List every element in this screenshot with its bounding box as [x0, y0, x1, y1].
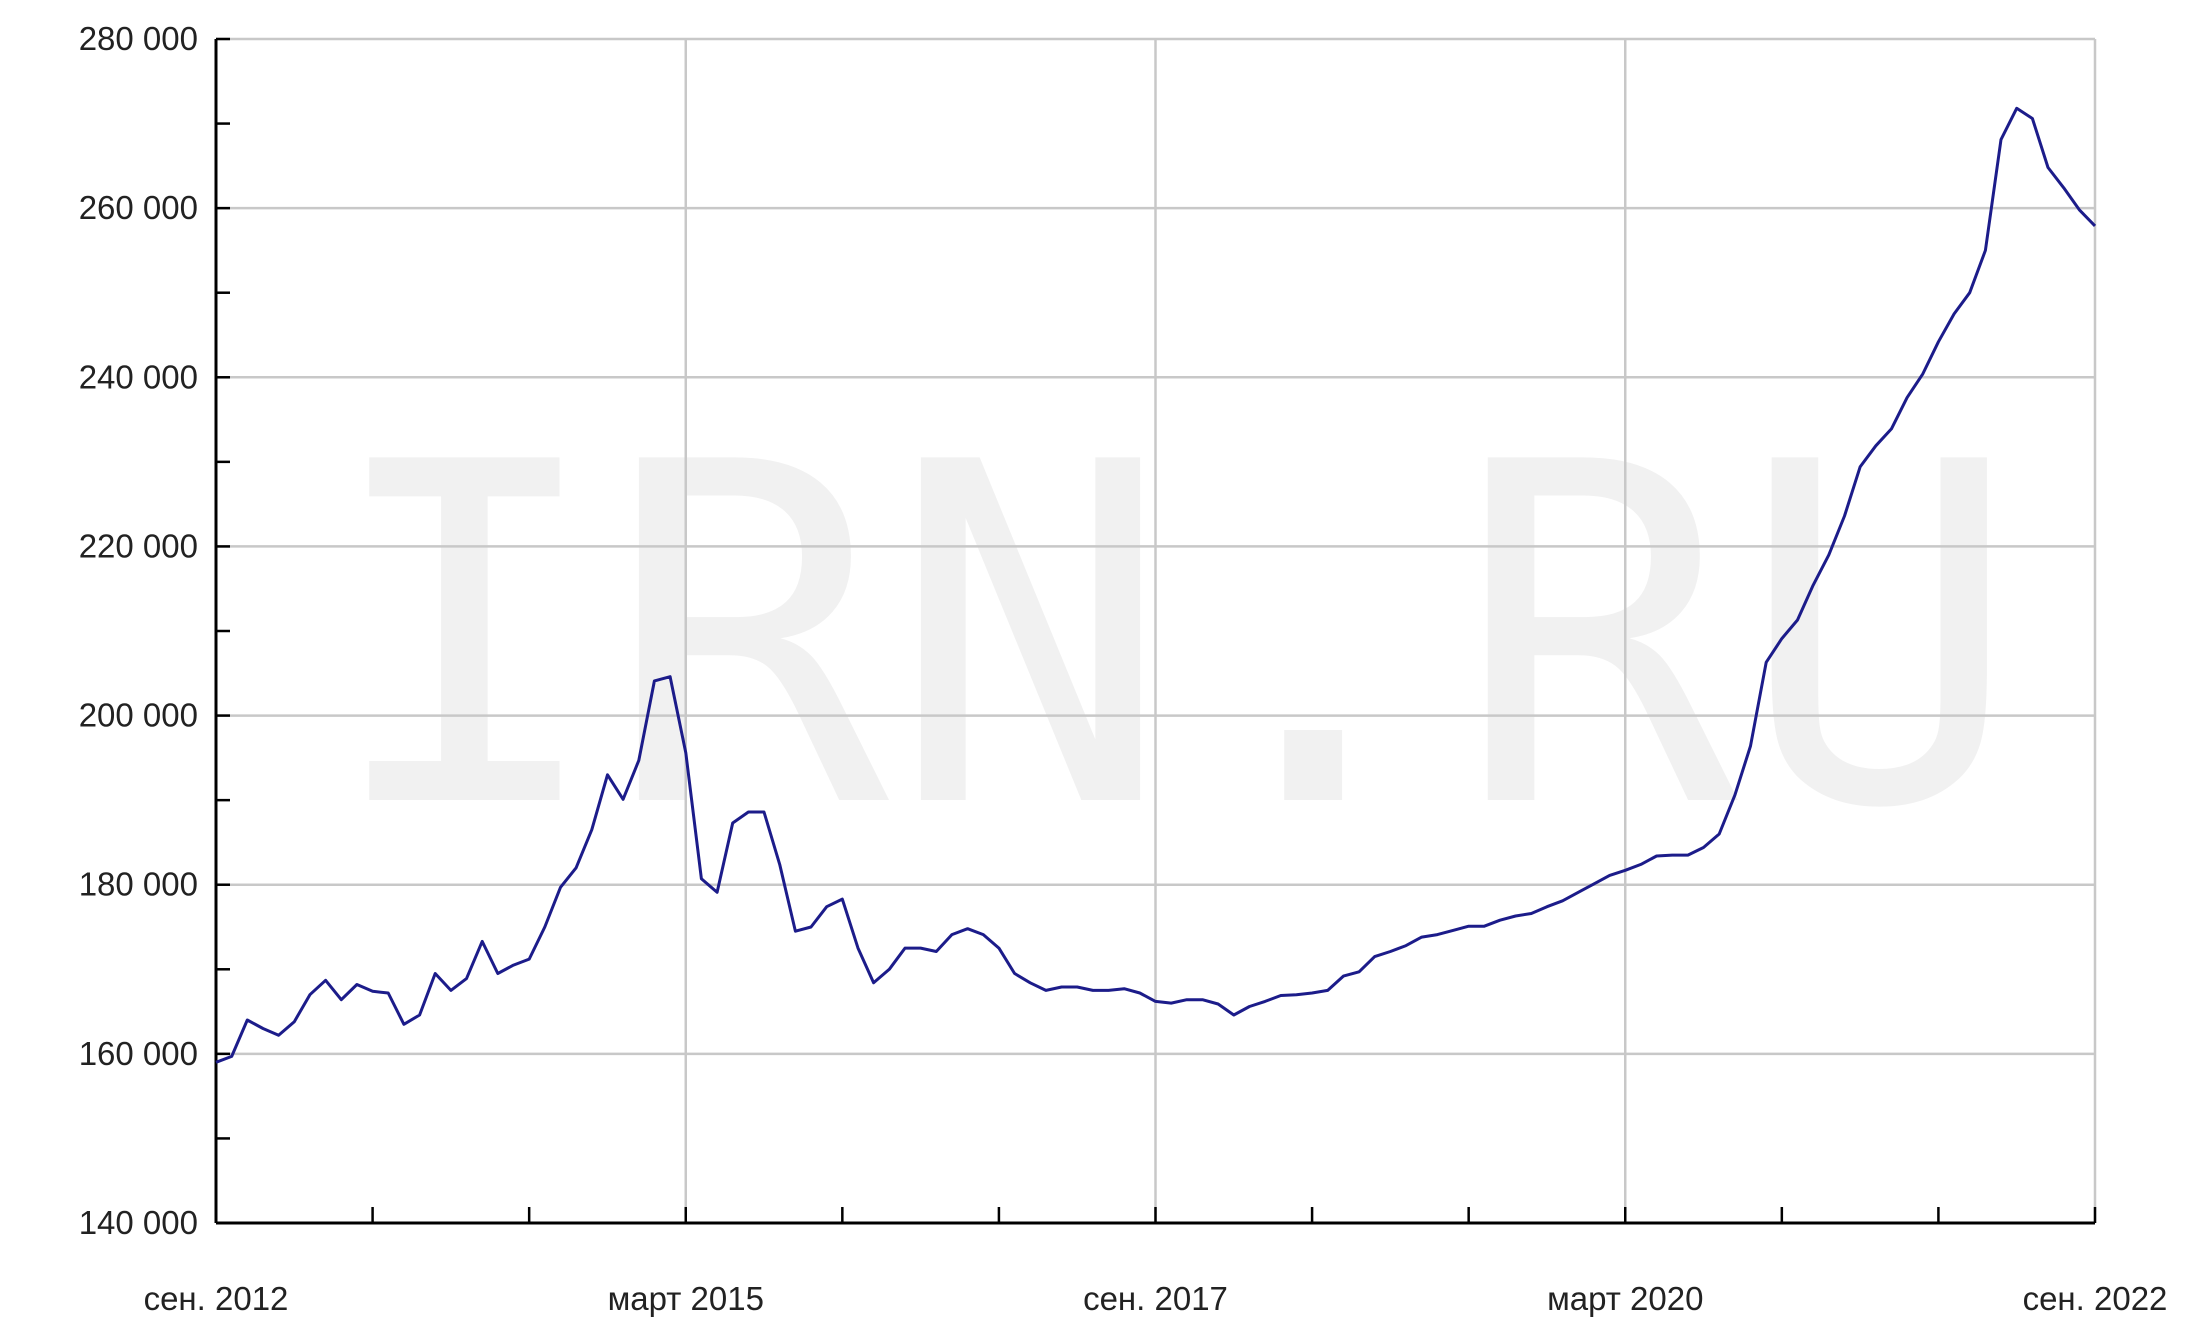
x-tick-label: сен. 2022 [2023, 1280, 2168, 1317]
x-tick-label: март 2020 [1547, 1280, 1703, 1317]
y-tick-label: 180 000 [79, 866, 198, 903]
y-tick-label: 220 000 [79, 527, 198, 564]
y-tick-label: 280 000 [79, 20, 198, 57]
y-tick-label: 240 000 [79, 358, 198, 395]
y-tick-label: 160 000 [79, 1035, 198, 1072]
y-tick-label: 140 000 [79, 1204, 198, 1241]
y-tick-label: 260 000 [79, 189, 198, 226]
x-tick-label: сен. 2017 [1083, 1280, 1228, 1317]
x-tick-label: март 2015 [608, 1280, 764, 1317]
watermark: IRN.RU [323, 364, 2021, 911]
series-line [215, 106, 2097, 1064]
y-tick-label: 200 000 [79, 697, 198, 734]
x-tick-label: сен. 2012 [144, 1280, 289, 1317]
